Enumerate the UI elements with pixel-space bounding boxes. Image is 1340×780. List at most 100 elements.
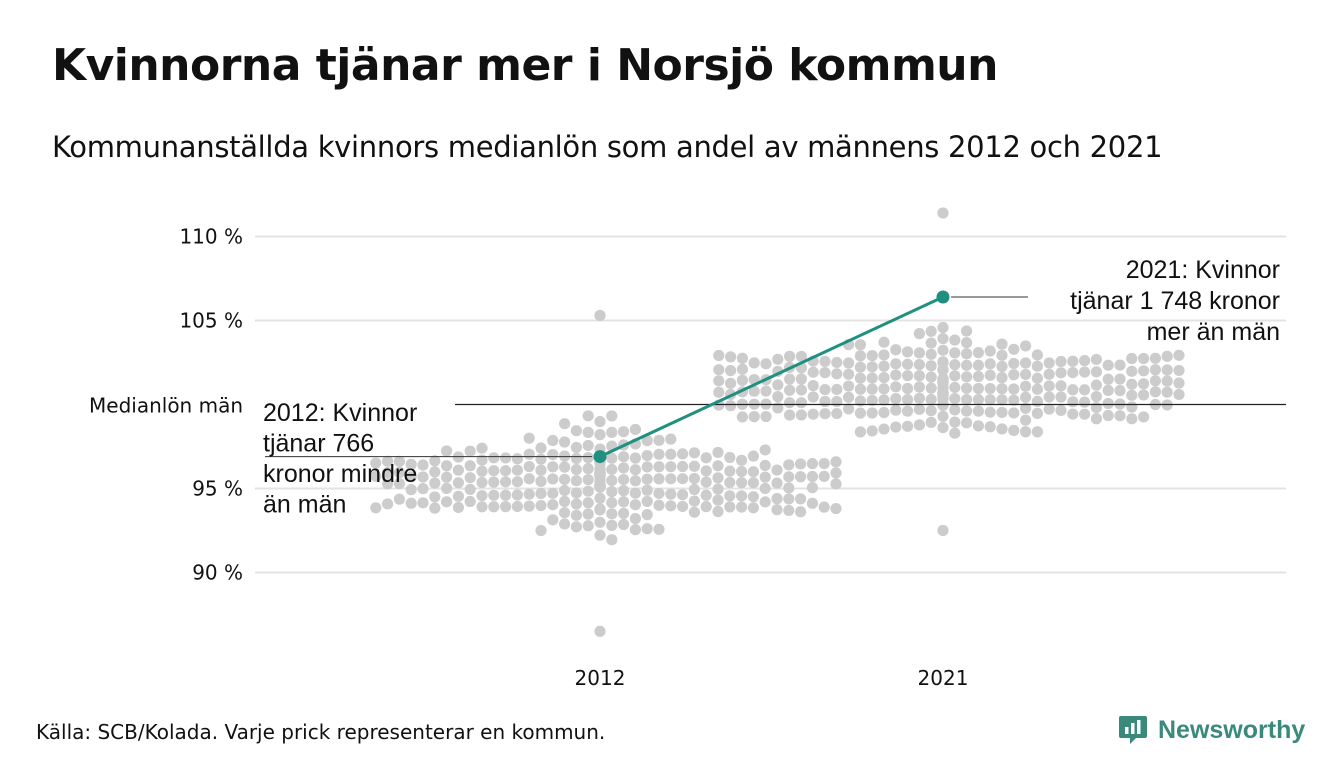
municipality-dot (902, 370, 914, 382)
municipality-dot (488, 476, 500, 488)
municipality-dot (890, 344, 902, 356)
municipality-dot (547, 499, 559, 511)
municipality-dot (1138, 411, 1150, 423)
municipality-dot (1079, 366, 1091, 378)
municipality-dot (1161, 386, 1173, 398)
municipality-dot (854, 372, 867, 384)
municipality-dot (1031, 349, 1043, 361)
municipality-dot (961, 417, 973, 429)
municipality-dot (831, 356, 843, 369)
municipality-dot (712, 460, 724, 472)
municipality-dot (984, 406, 996, 418)
annotation-text-line: tjänar 766 (263, 430, 374, 458)
municipality-dot (713, 349, 725, 362)
municipality-dot (1149, 352, 1161, 364)
municipality-dot (937, 356, 949, 368)
municipality-dot (594, 625, 606, 637)
municipality-dot (949, 392, 961, 405)
municipality-dot (547, 487, 559, 499)
municipality-dot (725, 364, 737, 377)
municipality-dot (1043, 357, 1055, 369)
municipality-dot (925, 325, 937, 337)
municipality-dot (547, 473, 559, 485)
municipality-dot (452, 501, 464, 514)
municipality-dot (606, 463, 618, 476)
municipality-dot (1055, 391, 1067, 403)
municipality-dot (1149, 375, 1161, 387)
municipality-dot (476, 465, 488, 477)
municipality-dot (784, 397, 796, 409)
municipality-dot (570, 521, 583, 533)
municipality-dot (688, 483, 701, 496)
municipality-dot (464, 445, 476, 457)
municipality-dot (843, 403, 855, 415)
municipality-dot (972, 420, 985, 432)
municipality-dot (1090, 401, 1102, 414)
municipality-dot (902, 346, 914, 358)
municipality-dot (1102, 397, 1114, 410)
municipality-dot (1149, 386, 1161, 398)
municipality-dot (452, 477, 464, 489)
municipality-dot (393, 455, 405, 467)
municipality-dot (984, 394, 996, 406)
municipality-dot (535, 524, 547, 537)
municipality-dot (949, 404, 961, 416)
municipality-dot (1090, 390, 1102, 403)
municipality-dot (1067, 396, 1079, 408)
municipality-dot (961, 382, 973, 394)
municipality-dot (606, 410, 618, 422)
municipality-dot (725, 377, 737, 389)
municipality-dot (523, 488, 535, 500)
municipality-dot (925, 348, 937, 360)
municipality-dot (830, 456, 842, 468)
municipality-dot (582, 497, 594, 509)
municipality-dot (405, 458, 417, 470)
municipality-dot (1043, 403, 1055, 415)
municipality-dot (854, 383, 867, 395)
municipality-dot (725, 400, 737, 412)
municipality-dot (713, 386, 725, 398)
municipality-dot (972, 382, 985, 395)
municipality-dot (878, 349, 890, 361)
municipality-dot (1079, 396, 1091, 408)
municipality-dot (641, 473, 653, 485)
municipality-dot (913, 370, 926, 382)
municipality-dot (783, 471, 795, 483)
municipality-dot (641, 495, 653, 508)
municipality-dot (1079, 384, 1091, 396)
municipality-dot (1090, 366, 1102, 378)
municipality-dot (925, 371, 937, 383)
municipality-dot (830, 502, 842, 515)
municipality-dot (535, 475, 547, 487)
municipality-dot (1008, 394, 1020, 406)
municipality-dot (961, 325, 973, 337)
municipality-dot (382, 478, 394, 490)
municipality-dot (618, 426, 630, 438)
municipality-dot (594, 416, 606, 428)
municipality-dot (464, 483, 476, 496)
municipality-dot (665, 448, 677, 460)
y-tick-label: 110 % (179, 225, 243, 249)
municipality-dot (1008, 357, 1020, 370)
municipality-dot (677, 489, 689, 501)
municipality-dot (582, 410, 594, 422)
municipality-dot (700, 476, 712, 488)
municipality-dot (724, 476, 736, 489)
municipality-dot (629, 452, 642, 464)
municipality-dot (795, 471, 807, 483)
municipality-dot (878, 406, 890, 419)
municipality-dot (476, 476, 488, 489)
municipality-dot (890, 404, 902, 416)
municipality-dot (795, 373, 808, 385)
annotation-text-line: mer än män (1147, 318, 1280, 346)
municipality-dot (760, 385, 772, 397)
y-axis-tick-labels: 90 % 95 % 105 % 110 % Medianlön män (89, 225, 243, 585)
municipality-dot (913, 392, 926, 404)
municipality-dot (582, 520, 594, 532)
municipality-dot (783, 493, 795, 505)
municipality-dot (511, 489, 523, 501)
municipality-dot (772, 402, 784, 414)
municipality-dot (511, 453, 523, 465)
municipality-dot (1020, 357, 1032, 369)
